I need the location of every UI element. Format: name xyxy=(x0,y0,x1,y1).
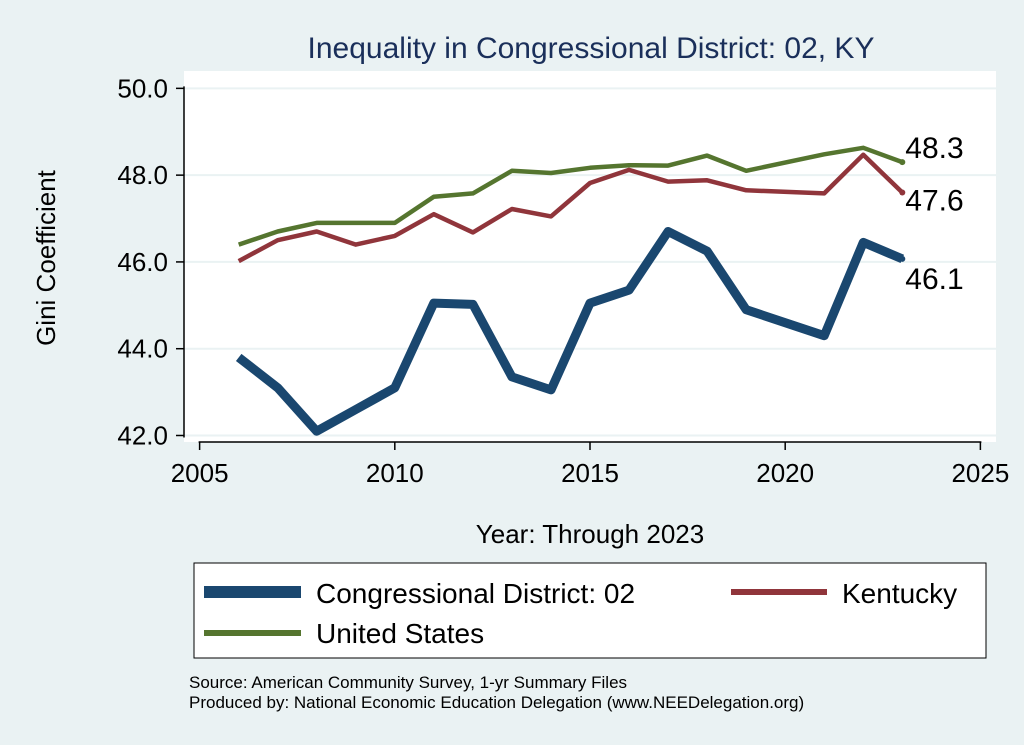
legend-label-kentucky: Kentucky xyxy=(842,578,957,609)
y-tick-label: 44.0 xyxy=(117,334,168,364)
y-axis-title: Gini Coefficient xyxy=(31,169,61,346)
x-tick-label: 2015 xyxy=(561,458,619,488)
legend-label-united-states: United States xyxy=(316,618,484,649)
series-line-united-states xyxy=(237,145,904,247)
end-label-congressional-district-02: 46.1 xyxy=(905,263,963,296)
legend-label-district: Congressional District: 02 xyxy=(316,578,635,609)
y-tick-label: 50.0 xyxy=(117,73,168,103)
x-tick-label: 2010 xyxy=(366,458,424,488)
x-axis-title: Year: Through 2023 xyxy=(476,519,704,549)
source-note: Source: American Community Survey, 1-yr … xyxy=(189,673,627,692)
y-tick-label: 48.0 xyxy=(117,160,168,190)
plot-area xyxy=(184,71,996,442)
series-line-congressional-district-02 xyxy=(235,227,905,436)
x-tick-label: 2005 xyxy=(171,458,229,488)
axes: 42.0 44.0 46.0 48.0 50.0 2005 2010 2015 2020 2025 xyxy=(117,73,1009,488)
y-tick-label: 46.0 xyxy=(117,247,168,277)
producer-note: Produced by: National Economic Education… xyxy=(189,693,804,712)
x-tick-label: 2025 xyxy=(951,458,1009,488)
end-label-united-states: 48.3 xyxy=(905,132,963,165)
y-tick-label: 42.0 xyxy=(117,420,168,450)
end-labels: 46.1 47.6 48.3 xyxy=(899,132,964,296)
gridlines xyxy=(184,87,996,437)
series-lines xyxy=(235,145,905,436)
end-label-kentucky: 47.6 xyxy=(905,184,963,217)
legend: Congressional District: 02 Kentucky Unit… xyxy=(193,562,987,659)
end-marker-kentucky xyxy=(899,189,906,196)
x-tick-label: 2020 xyxy=(756,458,814,488)
end-marker-united-states xyxy=(899,159,906,166)
end-marker-congressional-district-02 xyxy=(899,255,906,262)
legend-box xyxy=(193,562,987,659)
chart-title: Inequality in Congressional District: 02… xyxy=(308,32,875,65)
series-line-kentucky xyxy=(237,152,904,264)
